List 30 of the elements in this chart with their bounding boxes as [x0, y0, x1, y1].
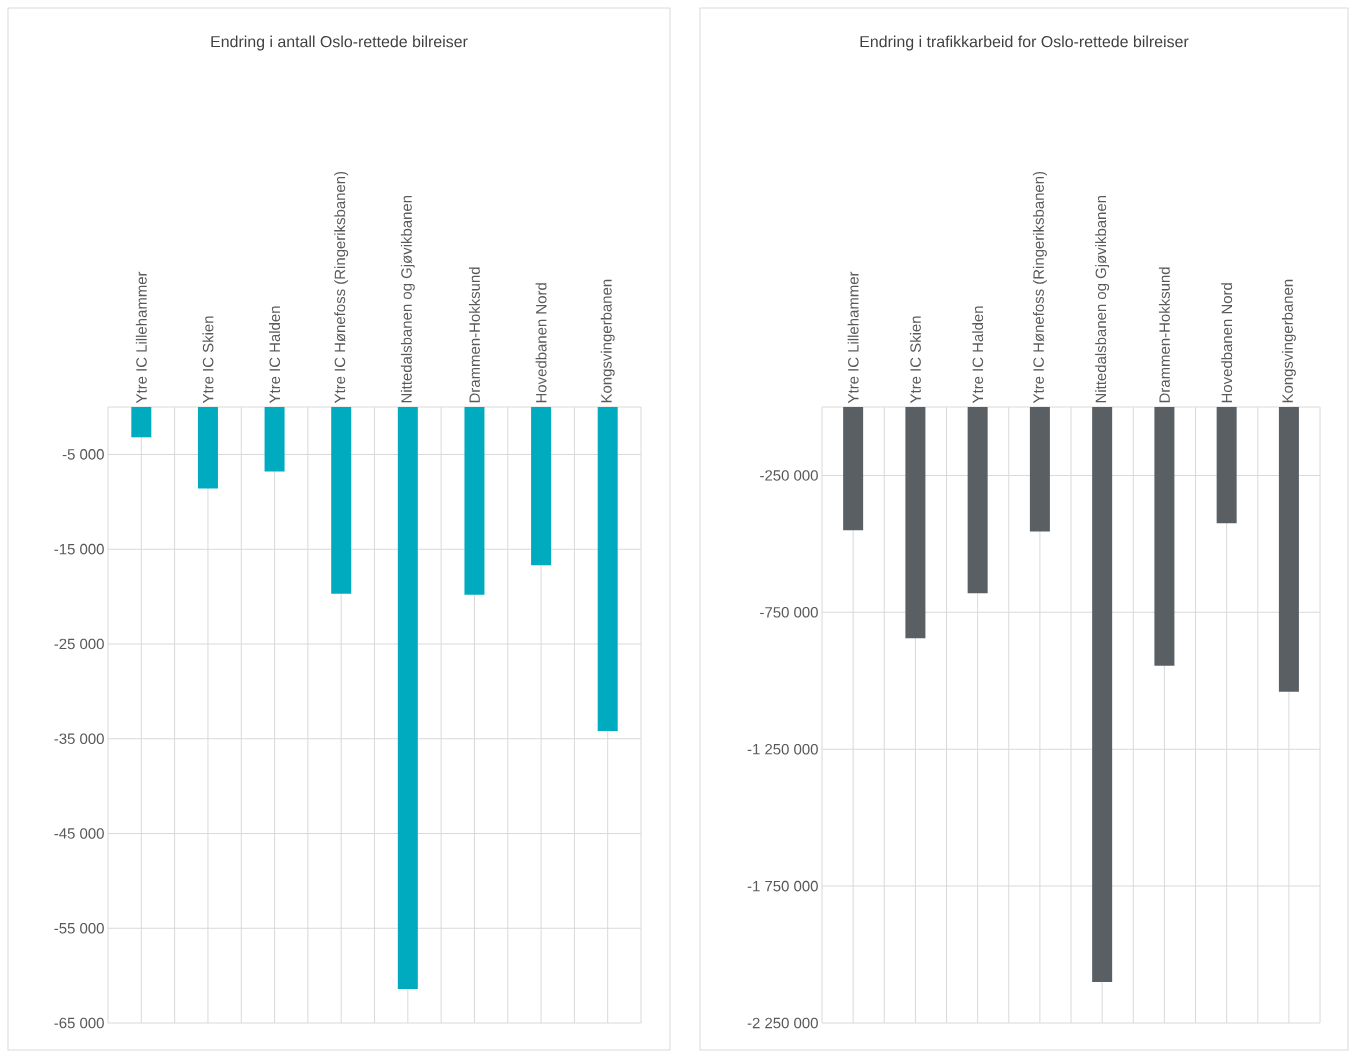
x-tick-label: Nittedalsbanen og Gjøvikbanen — [1095, 195, 1110, 403]
x-tick-label: Kongsvingerbanen — [1281, 279, 1296, 403]
x-tick-label: Ytre IC Lillehammer — [135, 271, 147, 404]
x-tick-label: Ytre IC Skien — [909, 316, 921, 404]
x-tick-label: Ytre IC Skien — [202, 316, 214, 404]
x-tick-label: Hovedbanen Nord — [535, 283, 547, 403]
chart-title: Endring i antall Oslo-rettede bilreiser — [211, 35, 468, 51]
x-tick-label: Hovedbanen Nord — [1221, 283, 1233, 403]
chart-title: Endring i trafikkarbeid for Oslo-rettede bilreiser — [860, 35, 1189, 51]
y-tick-label: -5 000 — [62, 449, 104, 460]
y-tick-label: -750 000 — [760, 607, 818, 618]
y-tick-label: -1 250 000 — [747, 743, 818, 755]
y-tick-label: -15 000 — [54, 543, 104, 555]
x-tick-label: Ytre IC Lillehammer — [847, 271, 859, 404]
y-tick-label: -35 000 — [54, 733, 104, 744]
x-tick-label: Ytre IC Hønefoss (Ringeriksbanen) — [1032, 171, 1047, 404]
x-tick-label: Drammen-Hokksund — [468, 267, 480, 403]
y-tick-label: -55 000 — [54, 922, 104, 934]
x-tick-label: Kongsvingerbanen — [600, 279, 615, 403]
y-tick-label: -45 000 — [54, 828, 104, 839]
x-tick-label: Nittedalsbanen og Gjøvikbanen — [400, 195, 415, 403]
y-tick-label: -25 000 — [54, 638, 104, 650]
x-tick-label: Ytre IC Halden — [269, 306, 281, 404]
y-tick-label: -65 000 — [54, 1017, 104, 1029]
y-tick-label: -250 000 — [760, 470, 818, 481]
x-tick-label: Ytre IC Halden — [972, 306, 984, 404]
x-tick-label: Drammen-Hokksund — [1158, 267, 1170, 403]
y-tick-label: -2 250 000 — [747, 1017, 818, 1029]
y-tick-label: -1 750 000 — [747, 880, 818, 892]
x-tick-label: Ytre IC Hønefoss (Ringeriksbanen) — [334, 171, 349, 404]
